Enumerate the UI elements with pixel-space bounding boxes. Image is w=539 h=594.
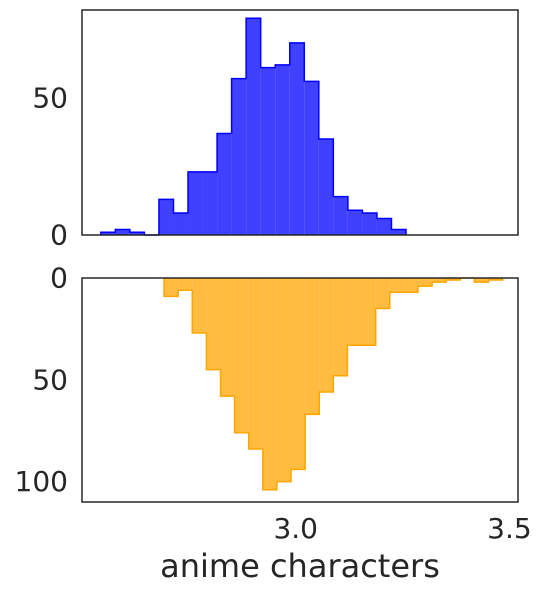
histogram-bar — [206, 278, 221, 370]
x-tick-label: 3.0 — [273, 512, 318, 545]
histogram-bar — [361, 278, 376, 346]
histogram-bar — [362, 213, 377, 235]
histogram-bar — [188, 171, 203, 235]
histogram-bar — [231, 78, 247, 235]
histogram-bar — [347, 210, 363, 235]
bottom-panel-frame — [81, 277, 519, 503]
histogram-bar — [246, 18, 261, 236]
histogram-bar — [304, 81, 319, 235]
x-tick-label: 3.5 — [487, 512, 532, 545]
y-tick-label: 50 — [32, 363, 68, 396]
histogram-bar — [262, 278, 277, 490]
histogram-bar — [129, 232, 145, 235]
histogram-bar — [234, 278, 249, 433]
histogram-bar — [432, 278, 447, 283]
bottom-histogram-bars — [163, 277, 504, 491]
bottom-y-tick-labels: 0 50 100 — [15, 262, 68, 499]
top-y-tick-labels: 0 50 — [32, 81, 68, 251]
y-tick-label: 100 — [15, 465, 68, 498]
histogram-outline — [163, 277, 504, 491]
histogram-bar — [248, 278, 263, 450]
histogram-bar — [403, 278, 418, 293]
bottom-histogram-panel: 0 50 100 3.0 3.5 — [15, 262, 532, 546]
histogram-bar — [417, 278, 433, 287]
histogram-bar — [333, 278, 348, 376]
histogram-bar — [347, 278, 362, 346]
histogram-bar — [488, 278, 503, 281]
bottom-x-tick-labels: 3.0 3.5 — [273, 512, 531, 545]
histogram-bar — [260, 67, 276, 235]
histogram-bar — [319, 278, 334, 393]
top-histogram-panel: 0 50 — [32, 9, 519, 252]
histogram-bar — [391, 229, 407, 235]
histogram-bar — [305, 278, 320, 415]
histogram-bar — [158, 199, 174, 235]
histogram-bar — [474, 278, 489, 283]
histogram-bar — [333, 196, 348, 235]
top-histogram-bars — [100, 17, 407, 236]
histogram-bar — [446, 278, 461, 281]
histogram-bar — [164, 278, 179, 297]
histogram-bar — [173, 213, 189, 235]
y-tick-label: 50 — [32, 81, 68, 114]
histogram-bar — [276, 278, 292, 482]
histogram-bar — [217, 133, 232, 235]
x-axis-label: anime characters — [160, 547, 440, 585]
y-tick-label: 0 — [50, 219, 68, 252]
histogram-bar — [318, 138, 334, 235]
histogram-bar — [291, 278, 306, 470]
histogram-bar — [115, 229, 130, 235]
histogram-bar — [275, 64, 290, 235]
histogram-bar — [289, 42, 305, 235]
histogram-bar — [178, 278, 193, 291]
histogram-bar — [220, 278, 235, 397]
histogram-bar — [192, 278, 207, 333]
top-panel-frame — [81, 9, 519, 236]
histogram-bar — [376, 218, 392, 235]
y-tick-label: 0 — [50, 262, 68, 295]
histogram-bar — [100, 232, 116, 235]
histogram-bar — [389, 278, 404, 293]
histogram-bar — [202, 171, 218, 235]
histogram-bar — [375, 278, 390, 309]
